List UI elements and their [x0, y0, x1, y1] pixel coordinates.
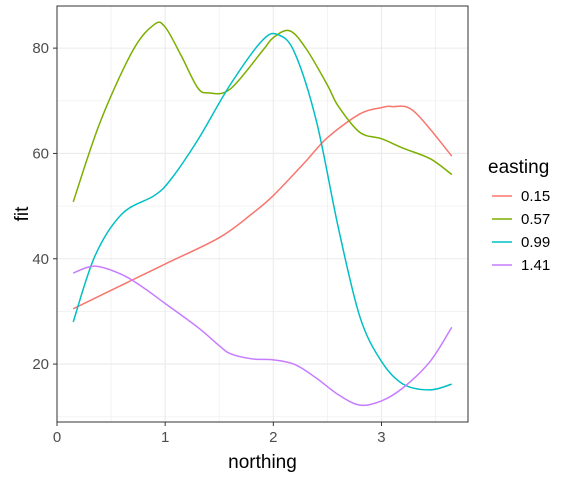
x-tick-label: 0	[53, 429, 61, 446]
tick-labels: 0 1 2 3 20 40 60 80	[32, 40, 385, 446]
series-line-0.57	[72, 21, 453, 203]
legend-title: easting	[488, 157, 549, 178]
x-tick-label: 1	[161, 429, 169, 446]
legend-label-0.15: 0.15	[521, 188, 550, 205]
legend-items: 0.15 0.57 0.99 1.41	[492, 188, 550, 274]
legend-label-0.99: 0.99	[521, 234, 550, 251]
plot-panel	[56, 5, 469, 423]
minor-gridlines	[57, 6, 468, 422]
legend-label-0.57: 0.57	[521, 211, 550, 228]
legend: easting 0.15 0.57 0.99 1.41	[488, 157, 550, 274]
x-axis-title: northing	[228, 452, 297, 473]
series-line-0.15	[72, 105, 453, 310]
y-tick-label: 80	[32, 40, 49, 57]
series-line-0.99	[72, 32, 452, 391]
y-axis-title: fit	[12, 206, 33, 222]
x-tick-label: 2	[269, 429, 277, 446]
y-tick-label: 60	[32, 145, 49, 162]
x-tick-label: 3	[377, 429, 385, 446]
axis-ticks	[53, 47, 382, 426]
series-line-1.41	[72, 265, 453, 407]
series-lines	[72, 21, 453, 407]
y-tick-label: 20	[32, 356, 49, 373]
y-tick-label: 40	[32, 251, 49, 268]
legend-label-1.41: 1.41	[521, 257, 550, 274]
